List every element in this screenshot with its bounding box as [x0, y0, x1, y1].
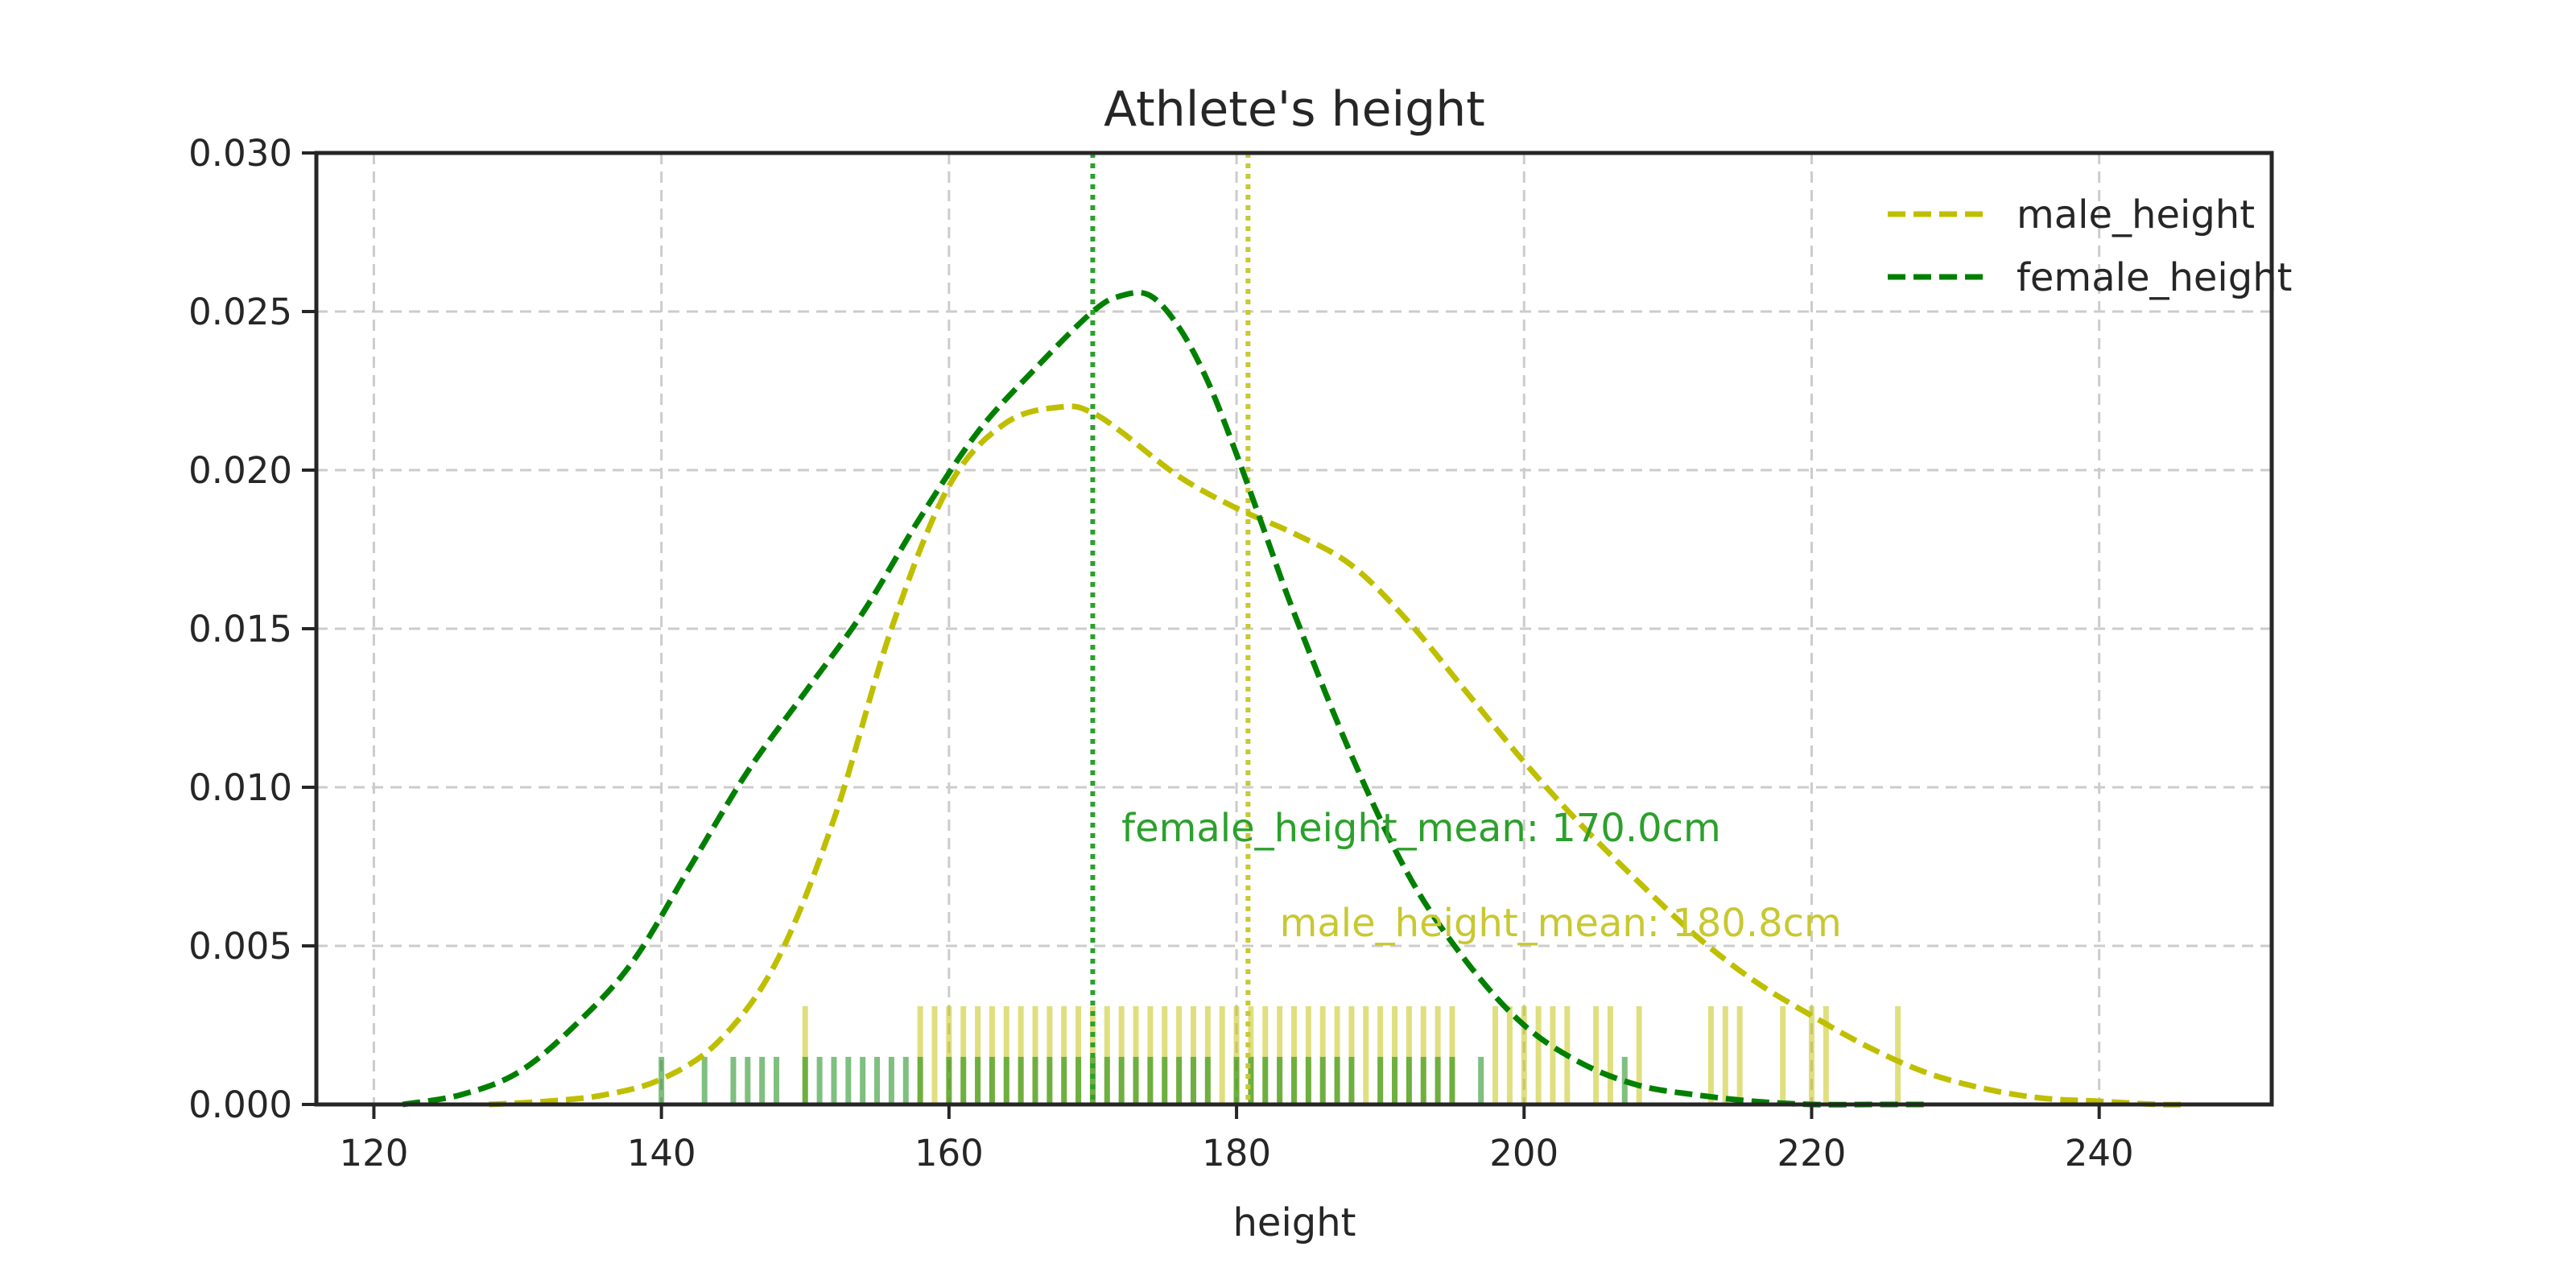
series-line-female-height: [402, 290, 1927, 1108]
male-height-mean-annotation: male_height_mean: 180.8cm: [1280, 901, 1842, 946]
legend: male_height female_height: [1888, 192, 2292, 300]
x-tick-label: 240: [2065, 1132, 2134, 1174]
y-tick-label: 0.020: [188, 449, 292, 492]
axes: 120 140 160 180 200 220 240 0.000 0.005 0.010 0.01…: [188, 132, 2133, 1174]
x-tick-label: 140: [627, 1132, 696, 1174]
series-line-male-height: [489, 403, 2186, 1108]
x-tick-label: 220: [1777, 1132, 1847, 1174]
y-tick-label: 0.025: [188, 291, 292, 333]
x-axis-label: height: [1233, 1200, 1356, 1245]
chart-title: Athlete's height: [1104, 81, 1485, 138]
x-tick-label: 120: [339, 1132, 408, 1174]
female-height-mean-annotation: female_height_mean: 170.0cm: [1121, 806, 1721, 851]
rug-plots: [658, 1005, 1901, 1104]
plot-frame: [314, 151, 2274, 1107]
x-tick-label: 180: [1202, 1132, 1271, 1174]
y-tick-label: 0.015: [188, 608, 292, 650]
mean-annotations: female_height_mean: 170.0cm male_height_m…: [1121, 806, 1842, 946]
y-tick-label: 0.030: [188, 132, 292, 175]
legend-label-male-height: male_height: [2017, 192, 2255, 237]
grid: [316, 151, 2272, 1104]
x-tick-label: 160: [914, 1132, 984, 1174]
mean-lines: [1090, 153, 1251, 1104]
legend-label-female-height: female_height: [2017, 255, 2292, 300]
y-tick-label: 0.005: [188, 925, 292, 968]
x-tick-label: 200: [1489, 1132, 1558, 1174]
density-curves: [402, 290, 2186, 1108]
y-tick-label: 0.010: [188, 766, 292, 809]
y-tick-label: 0.000: [188, 1084, 292, 1126]
